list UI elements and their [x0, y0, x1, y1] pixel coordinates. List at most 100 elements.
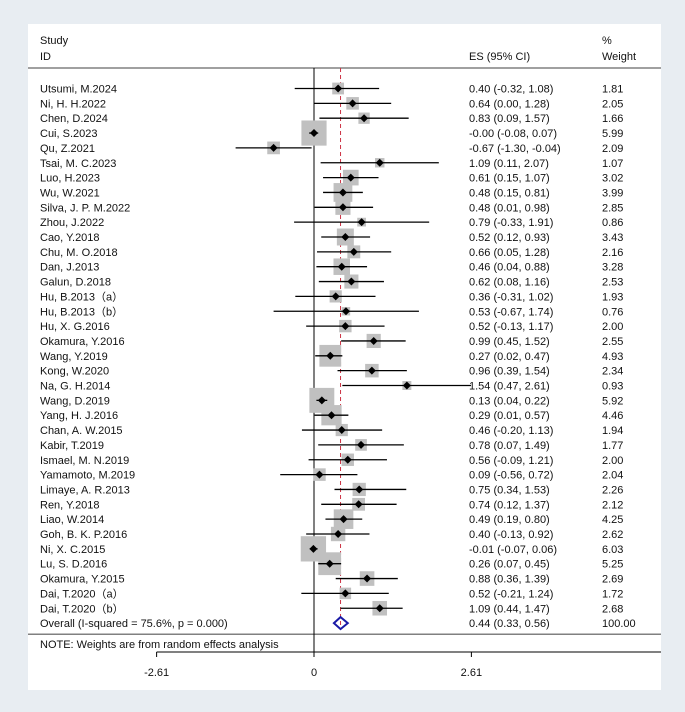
weight-value: 3.43 [602, 232, 623, 244]
study-label: Silva, J. P. M.2022 [40, 202, 130, 214]
point-estimate [375, 604, 384, 613]
es-ci-value: 0.74 (0.12, 1.37) [469, 499, 550, 511]
es-ci-value: 0.78 (0.07, 1.49) [469, 440, 550, 452]
weight-value: 2.04 [602, 470, 623, 482]
weight-value: 2.55 [602, 336, 623, 348]
es-ci-value: 0.40 (-0.32, 1.08) [469, 84, 553, 96]
study-label: Yamamoto, M.2019 [40, 470, 135, 482]
study-label: Ismael, M. N.2019 [40, 455, 129, 467]
point-estimate [347, 277, 356, 286]
point-estimate [402, 381, 411, 390]
es-ci-value: 0.36 (-0.31, 1.02) [469, 291, 553, 303]
es-ci-value: 0.99 (0.45, 1.52) [469, 336, 550, 348]
study-label: Hu, X. G.2016 [40, 321, 110, 333]
study-label: Limaye, A. R.2013 [40, 484, 130, 496]
es-ci-value: -0.67 (-1.30, -0.04) [469, 143, 561, 155]
weight-value: 5.99 [602, 128, 623, 140]
weight-value: 1.66 [602, 113, 623, 125]
point-estimate [338, 203, 347, 212]
weights-note: NOTE: Weights are from random effects an… [40, 639, 279, 651]
study-label: Cui, S.2023 [40, 128, 97, 140]
point-estimate [343, 455, 352, 464]
weight-value: 2.12 [602, 499, 623, 511]
study-label: Zhou, J.2022 [40, 217, 104, 229]
point-estimate [354, 500, 363, 509]
weight-value: 2.34 [602, 366, 623, 378]
point-estimate [269, 143, 278, 152]
es-ci-value: 0.62 (0.08, 1.16) [469, 277, 550, 289]
overall-label: Overall (I-squared = 75.6%, p = 0.000) [40, 618, 228, 630]
es-ci-value: 0.46 (-0.20, 1.13) [469, 425, 553, 437]
point-estimate [339, 515, 348, 524]
es-ci-value: 0.52 (-0.21, 1.24) [469, 588, 553, 600]
study-label: Cao, Y.2018 [40, 232, 100, 244]
point-estimate [334, 530, 343, 538]
header-study: Study [40, 35, 69, 47]
es-ci-value: 0.48 (0.01, 0.98) [469, 202, 550, 214]
point-estimate [375, 158, 384, 167]
es-ci-value: 1.09 (0.11, 2.07) [469, 158, 549, 170]
study-label: Chan, A. W.2015 [40, 425, 123, 437]
point-estimate [357, 440, 366, 449]
study-label: Lu, S. D.2016 [40, 559, 107, 571]
point-estimate [357, 218, 366, 227]
weight-value: 1.07 [602, 158, 623, 170]
weight-value: 5.92 [602, 395, 623, 407]
weight-value: 3.02 [602, 173, 623, 185]
es-ci-value: 1.54 (0.47, 2.61) [469, 381, 550, 393]
point-estimate [338, 188, 347, 197]
weight-value: 3.99 [602, 187, 623, 199]
point-estimate [369, 336, 378, 345]
es-ci-value: 0.09 (-0.56, 0.72) [469, 470, 553, 482]
weight-value: 2.00 [602, 321, 623, 333]
header-es: ES (95% CI) [469, 51, 530, 63]
es-ci-value: 0.48 (0.15, 0.81) [469, 187, 550, 199]
weight-value: 2.69 [602, 574, 623, 586]
study-label: Goh, B. K. P.2016 [40, 529, 127, 541]
point-estimate [341, 307, 350, 316]
study-label: Kong, W.2020 [40, 366, 109, 378]
study-label: Dai, T.2020（a） [40, 587, 124, 600]
x-axis-tick-label: 0 [311, 667, 317, 679]
weight-value: 2.09 [602, 143, 623, 155]
es-ci-value: 0.88 (0.36, 1.39) [469, 574, 550, 586]
study-label: Yang, H. J.2016 [40, 410, 118, 422]
study-label: Ni, X. C.2015 [40, 544, 105, 556]
weight-value: 1.81 [602, 84, 623, 96]
es-ci-value: 0.83 (0.09, 1.57) [469, 113, 550, 125]
point-estimate [327, 411, 336, 420]
point-estimate [341, 322, 350, 331]
study-label: Kabir, T.2019 [40, 440, 104, 452]
x-axis-tick-label: -2.61 [144, 667, 169, 679]
weight-value: 2.00 [602, 455, 623, 467]
point-estimate [325, 559, 334, 568]
study-label: Okamura, Y.2015 [40, 574, 125, 586]
weight-value: 0.86 [602, 217, 623, 229]
study-label: Liao, W.2014 [40, 514, 104, 526]
point-estimate [348, 99, 357, 108]
point-estimate [367, 366, 376, 375]
overall-diamond [332, 615, 350, 631]
overall-es-ci: 0.44 (0.33, 0.56) [469, 618, 550, 630]
study-label: Ren, Y.2018 [40, 499, 100, 511]
es-ci-value: 0.49 (0.19, 0.80) [469, 514, 550, 526]
weight-value: 3.28 [602, 262, 623, 274]
study-label: Wu, W.2021 [40, 187, 100, 199]
study-label: Chu, M. O.2018 [40, 247, 118, 259]
point-estimate [326, 351, 335, 360]
weight-value: 0.76 [602, 306, 623, 318]
study-label: Hu, B.2013（b） [40, 305, 123, 318]
weight-value: 2.26 [602, 484, 623, 496]
study-label: Tsai, M. C.2023 [40, 158, 116, 170]
es-ci-value: 0.29 (0.01, 0.57) [469, 410, 550, 422]
study-label: Wang, D.2019 [40, 395, 110, 407]
point-estimate [315, 470, 324, 479]
weight-value: 1.72 [602, 588, 623, 600]
point-estimate [310, 129, 318, 138]
weight-value: 4.93 [602, 351, 623, 363]
es-ci-value: 0.64 (0.00, 1.28) [469, 98, 550, 110]
header-percent: % [602, 35, 612, 47]
study-label: Galun, D.2018 [40, 277, 111, 289]
overall-weight: 100.00 [602, 618, 636, 630]
weight-value: 2.05 [602, 98, 623, 110]
